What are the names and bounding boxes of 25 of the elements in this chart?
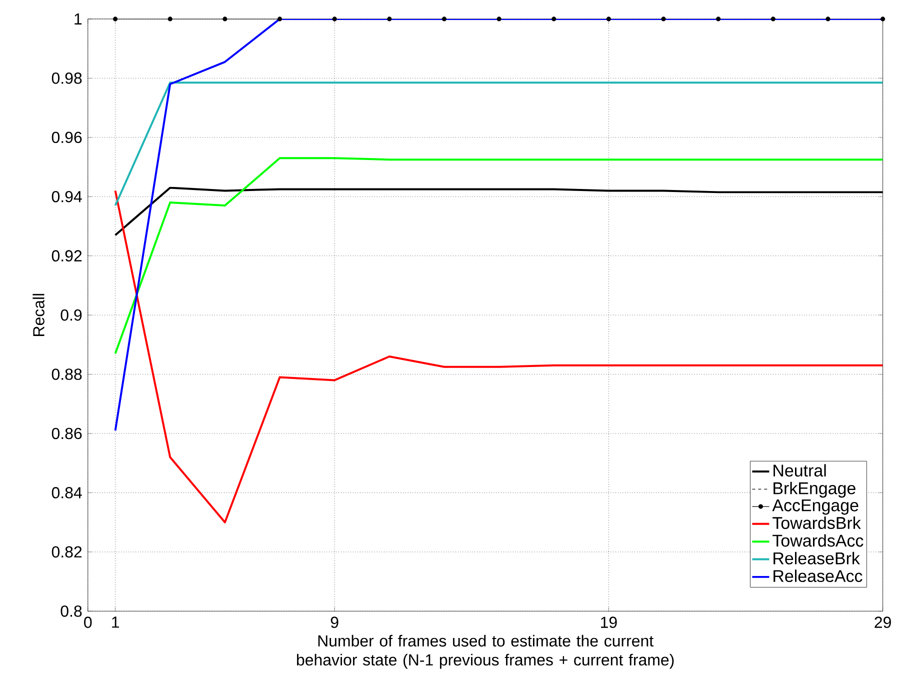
- y-tick-label: 0.86: [52, 428, 82, 440]
- y-tick-label: 0.98: [52, 72, 82, 84]
- y-tick-label: 0.84: [52, 487, 82, 498]
- legend-label: ReleaseAcc: [774, 570, 862, 582]
- x-tick-label: 0: [84, 616, 92, 628]
- legend-label: TowardsAcc: [772, 534, 864, 547]
- y-axis-title: Recall: [32, 294, 44, 336]
- x-tick-label: 1: [112, 616, 119, 628]
- legend-label: BrkEngage: [774, 482, 856, 498]
- y-tick-label: 0.94: [52, 190, 82, 202]
- y-tick-label: 0.92: [52, 250, 82, 262]
- legend-label: TowardsBrk: [772, 516, 861, 530]
- y-tick-label: 0.82: [52, 546, 82, 558]
- legend-label: Neutral: [774, 464, 826, 477]
- x-axis-title: Number of frames used to estimate the current behavior state (N-1 previous frames + current frame): [297, 634, 674, 669]
- legend-label: ReleaseBrk: [774, 552, 860, 564]
- y-tick-label: 0.9: [60, 309, 82, 321]
- x-tick-label: 19: [601, 616, 617, 628]
- x-tick-label: 29: [874, 616, 891, 628]
- x-tick-label: 9: [330, 616, 338, 628]
- y-tick-label: 0.8: [60, 605, 82, 617]
- y-tick-label: 1: [74, 13, 82, 24]
- y-tick-label: 0.88: [52, 368, 82, 380]
- y-tick-label: 0.96: [52, 132, 82, 144]
- legend-label: AccEngage: [772, 499, 858, 515]
